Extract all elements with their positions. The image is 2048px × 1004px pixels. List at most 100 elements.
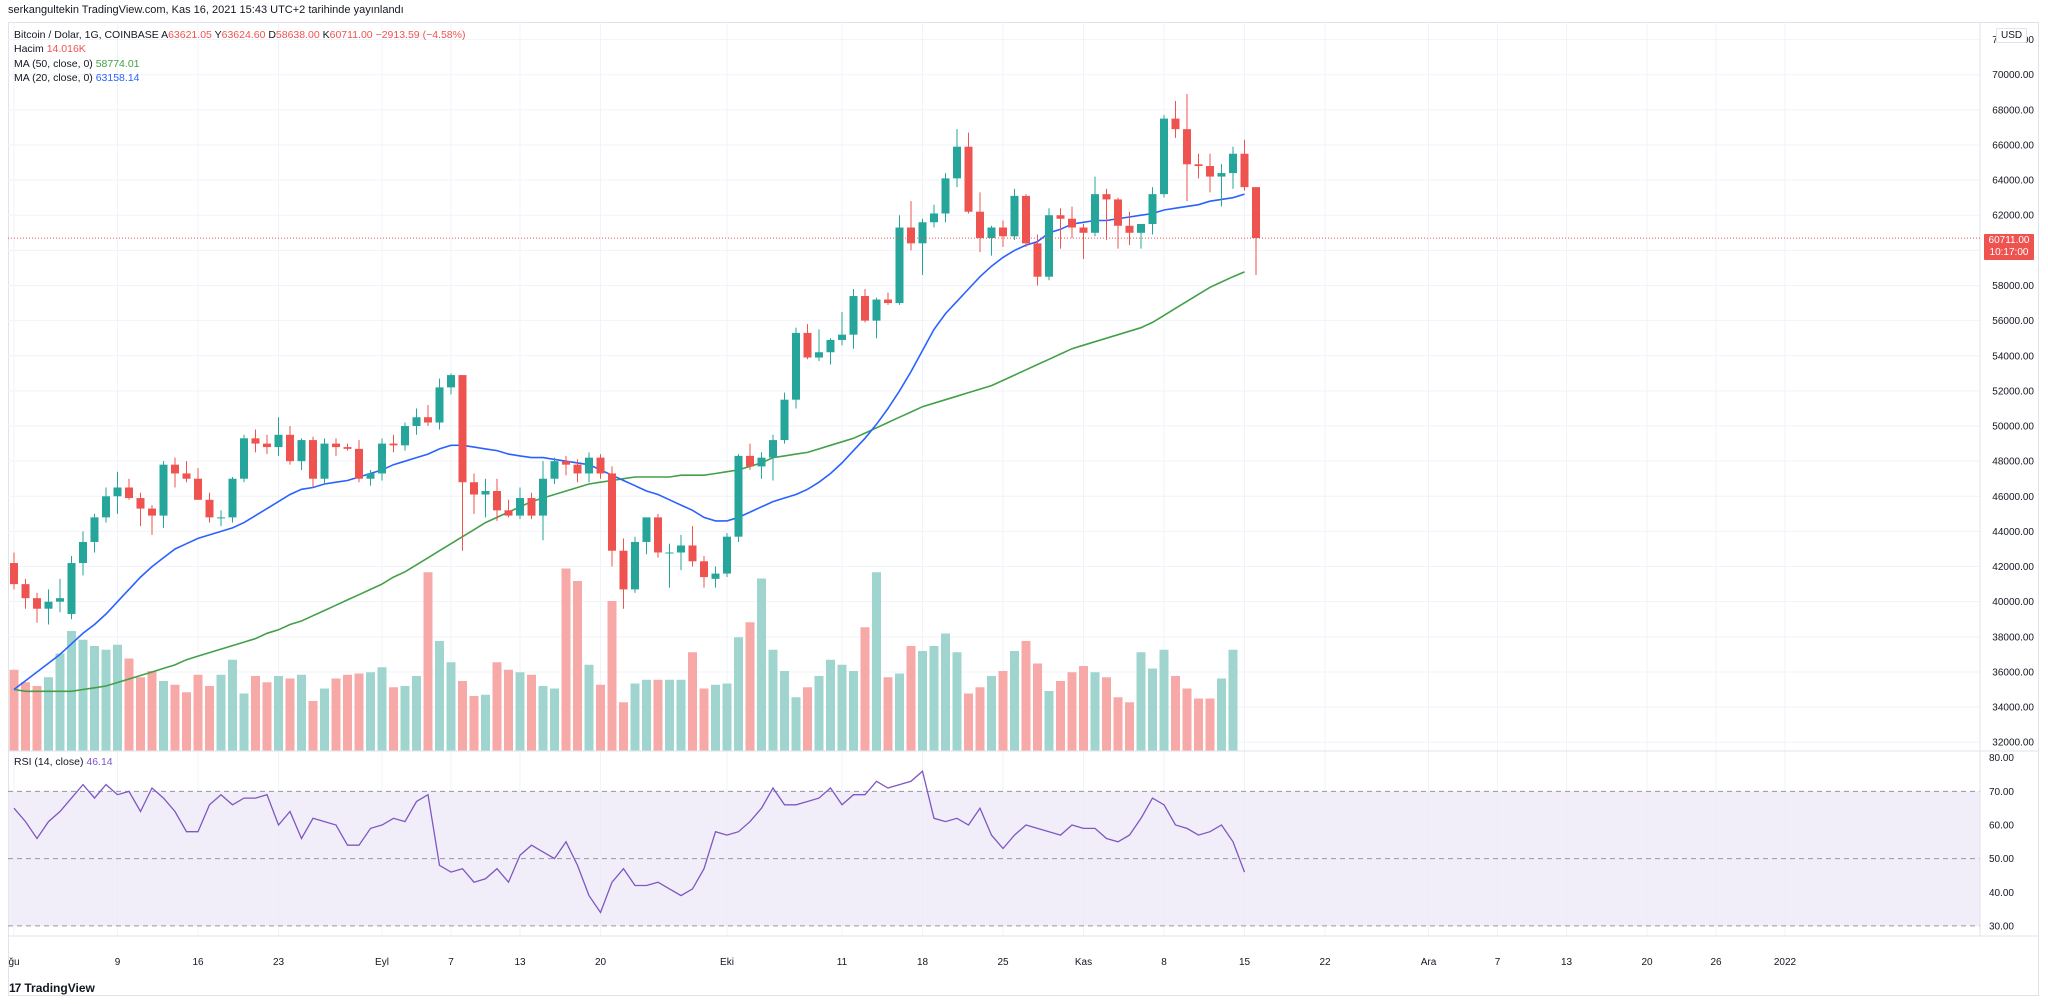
candle bbox=[849, 289, 858, 349]
candle-body bbox=[803, 332, 812, 358]
candle bbox=[297, 438, 306, 470]
volume-bar bbox=[1171, 676, 1180, 751]
candle bbox=[999, 220, 1007, 247]
volume-bar bbox=[423, 572, 433, 751]
ma50-label[interactable]: MA (50, close, 0) bbox=[14, 57, 93, 70]
volume-bar bbox=[952, 652, 962, 751]
candle bbox=[700, 556, 708, 588]
candle-body bbox=[1033, 243, 1042, 277]
ma20-series bbox=[13, 193, 1245, 691]
volume-bar bbox=[458, 681, 467, 751]
candle-body bbox=[274, 434, 283, 448]
volume-bar bbox=[285, 678, 295, 751]
price-tick-label: 42000.00 bbox=[1992, 562, 2034, 573]
ohlc-value-K: 60711.00 bbox=[329, 29, 373, 41]
candle bbox=[1045, 208, 1053, 281]
volume-bar bbox=[354, 673, 364, 751]
candle bbox=[33, 592, 41, 623]
candle-body bbox=[895, 227, 904, 304]
candle-body bbox=[1010, 195, 1019, 237]
candle bbox=[746, 443, 754, 470]
candle-body bbox=[424, 417, 432, 423]
time-tick-label: 22 bbox=[1319, 957, 1331, 968]
candle-body bbox=[320, 443, 329, 479]
volume-bar bbox=[1033, 663, 1042, 751]
candle bbox=[67, 556, 76, 620]
volume-bar bbox=[734, 637, 743, 751]
candle bbox=[608, 466, 616, 567]
candle-body bbox=[849, 296, 858, 335]
last-price: 60711.00 bbox=[1988, 235, 2030, 246]
candle-body bbox=[240, 438, 248, 479]
candle bbox=[1102, 188, 1111, 240]
volume-bar bbox=[676, 679, 686, 751]
candle bbox=[1114, 197, 1122, 249]
time-tick-label: ğu bbox=[8, 957, 19, 968]
candle bbox=[918, 218, 927, 275]
rsi-label[interactable]: RSI (14, close) bbox=[14, 756, 84, 768]
candle bbox=[1033, 234, 1042, 286]
candle-body bbox=[171, 464, 179, 474]
candle-body bbox=[251, 438, 260, 444]
volume-bar bbox=[297, 674, 306, 751]
candle-body bbox=[1217, 173, 1226, 177]
symbol-title[interactable]: Bitcoin / Dolar, 1G, COINBASE bbox=[14, 29, 159, 41]
currency-label[interactable]: USD bbox=[1996, 28, 2028, 43]
candle bbox=[516, 487, 524, 520]
volume-bar bbox=[400, 686, 410, 751]
tradingview-logo[interactable]: 17 TradingView bbox=[9, 981, 95, 995]
volume-bar bbox=[389, 687, 398, 751]
candle-body bbox=[769, 440, 777, 458]
candle-body bbox=[1194, 164, 1203, 167]
candle bbox=[1010, 188, 1019, 240]
candle-body bbox=[964, 146, 973, 212]
ma20-label[interactable]: MA (20, close, 0) bbox=[14, 72, 93, 85]
rsi-tick-label: 70.00 bbox=[1989, 787, 2014, 798]
volume-bar bbox=[653, 679, 663, 751]
ohlc-label-D: D bbox=[265, 29, 276, 41]
volume-bar bbox=[469, 696, 479, 751]
candle bbox=[44, 589, 53, 625]
volume-bar bbox=[699, 688, 709, 751]
bar-countdown: 10:17:00 bbox=[1989, 247, 2029, 258]
candle-body bbox=[596, 457, 605, 474]
candle-body bbox=[1079, 227, 1088, 233]
candle-body bbox=[159, 464, 168, 516]
volume-bar bbox=[515, 672, 525, 751]
volume-bar bbox=[1090, 672, 1100, 751]
volume-bar bbox=[780, 671, 789, 751]
price-tick-label: 44000.00 bbox=[1992, 527, 2034, 538]
candle bbox=[79, 531, 87, 576]
candle-body bbox=[10, 563, 18, 585]
candle-body bbox=[780, 399, 789, 441]
time-tick-label: 23 bbox=[273, 957, 285, 968]
volume-bar bbox=[182, 692, 191, 751]
candle-body bbox=[470, 482, 478, 495]
ma50-series bbox=[13, 271, 1245, 693]
candle bbox=[1252, 187, 1260, 275]
ohlc-label-Y: Y bbox=[211, 29, 222, 41]
candle-body bbox=[573, 464, 582, 474]
candle bbox=[21, 578, 30, 609]
candle bbox=[481, 478, 490, 518]
volume-label[interactable]: Hacim bbox=[14, 43, 44, 56]
candle-body bbox=[1045, 215, 1053, 277]
volume-bar bbox=[170, 684, 180, 751]
time-tick-label: 2022 bbox=[1774, 957, 1797, 968]
time-tick-label: 25 bbox=[997, 957, 1009, 968]
volume-bar bbox=[998, 671, 1008, 751]
candle bbox=[240, 434, 248, 483]
volume-bar bbox=[446, 662, 456, 751]
volume-bar bbox=[550, 688, 559, 751]
candle-body bbox=[217, 517, 225, 519]
volume-bar bbox=[895, 673, 904, 751]
price-tick-label: 32000.00 bbox=[1992, 738, 2034, 749]
candle-body bbox=[826, 339, 835, 353]
candle bbox=[895, 215, 904, 305]
candle bbox=[355, 440, 363, 483]
ohlc-label-A: A bbox=[161, 29, 169, 41]
rsi-pane bbox=[8, 770, 1980, 927]
candle bbox=[1206, 153, 1214, 193]
candle-body bbox=[930, 213, 938, 223]
